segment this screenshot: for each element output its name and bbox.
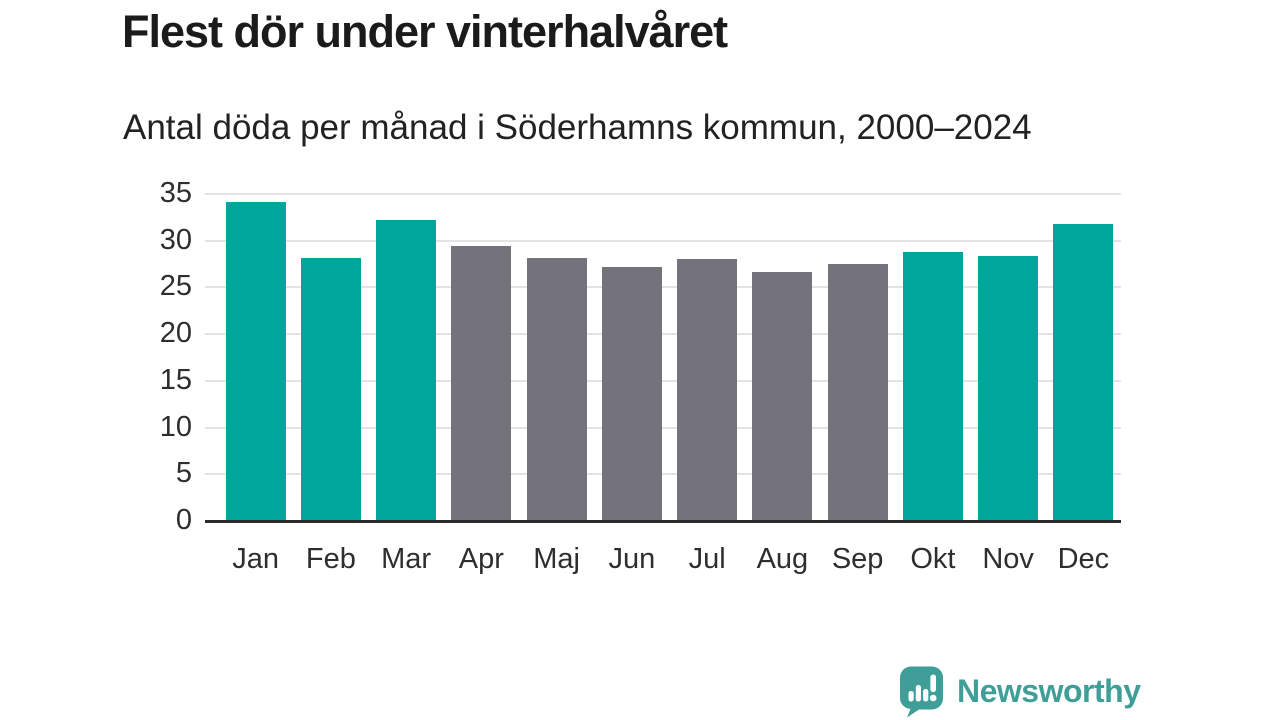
y-axis-tick-label: 30 — [159, 223, 192, 256]
x-axis-baseline — [205, 520, 1121, 523]
newsworthy-logo-text: Newsworthy — [957, 673, 1141, 709]
x-axis-tick-label-jan: Jan — [232, 543, 279, 575]
x-axis-tick-label-nov: Nov — [982, 543, 1034, 575]
gridline-10 — [205, 426, 1121, 429]
bar-aug — [752, 272, 813, 521]
gridline-35 — [205, 193, 1121, 195]
x-axis-tick-label-jun: Jun — [608, 543, 656, 575]
bar-okt — [902, 252, 963, 521]
y-axis-tick-label: 5 — [175, 457, 192, 490]
gridline-30 — [205, 239, 1121, 242]
bar-mar — [376, 220, 437, 521]
y-axis-tick-label: 10 — [159, 410, 192, 443]
gridline-25 — [205, 286, 1121, 289]
x-axis-tick-label-sep: Sep — [831, 543, 884, 575]
y-axis-tick-label: 15 — [159, 363, 192, 396]
chart-subtitle: Antal döda per månad i Söderhamns kommun… — [123, 108, 1032, 147]
x-axis-tick-label-aug: Aug — [756, 543, 809, 575]
x-axis-tick-label-dec: Dec — [1057, 543, 1110, 575]
y-axis-tick-label: 20 — [159, 317, 192, 350]
y-axis-tick-label: 0 — [175, 504, 192, 536]
bar-sep — [827, 264, 888, 521]
x-axis-tick-label-feb: Feb — [305, 543, 356, 575]
bar-nov — [978, 256, 1039, 521]
x-axis-tick-label-mar: Mar — [381, 543, 432, 575]
chart-title: Flest dör under vinterhalvåret — [122, 6, 728, 57]
bar-apr — [451, 246, 512, 521]
gridline-20 — [205, 333, 1121, 336]
bar-feb — [300, 258, 361, 521]
y-axis-tick-label: 25 — [159, 270, 192, 303]
y-axis-tick-label: 35 — [159, 177, 192, 209]
gridline-5 — [205, 473, 1121, 476]
x-axis-tick-label-jul: Jul — [688, 543, 726, 575]
bar-jan — [225, 202, 286, 521]
bar-dec — [1053, 224, 1114, 521]
x-axis-tick-label-okt: Okt — [910, 543, 956, 575]
x-axis-tick-label-maj: Maj — [533, 543, 580, 575]
x-axis-tick-label-apr: Apr — [458, 543, 504, 575]
bar-chart-speech-bubble-icon — [900, 666, 943, 718]
bar-jul — [677, 259, 738, 521]
bar-maj — [526, 258, 587, 521]
bar-jun — [601, 267, 662, 521]
gridline-15 — [205, 379, 1121, 382]
newsworthy-logo: Newsworthy — [898, 665, 1141, 718]
